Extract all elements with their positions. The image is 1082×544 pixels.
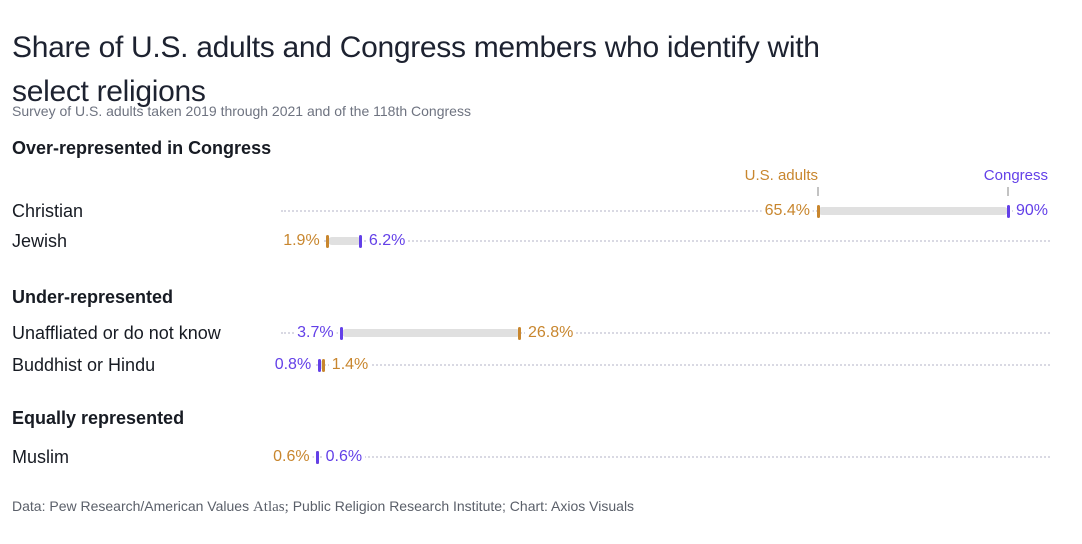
row-label: Unaffliated or do not know [12, 323, 221, 343]
us-adults-marker [518, 326, 522, 340]
congress-value-label: 3.7% [294, 324, 337, 342]
congress-marker [317, 358, 321, 372]
row-label: Jewish [12, 231, 68, 251]
us-adults-marker [816, 204, 820, 218]
us-adults-marker [322, 358, 326, 372]
chart-subtitle: Survey of U.S. adults taken 2019 through… [12, 103, 471, 119]
footer-text-1: Data: Pew Research/American Values [12, 498, 253, 514]
range-bar [319, 361, 324, 369]
footer-text-2: Public Religion Research Institute; Char… [288, 498, 635, 514]
congress-value-label: 6.2% [365, 232, 409, 250]
range-bar [818, 207, 1008, 215]
chart-title: Share of U.S. adults and Congress member… [12, 26, 820, 114]
us-adults-value-label: 26.8% [524, 324, 577, 342]
us-adults-marker [326, 234, 330, 248]
legend-us-adults-label: U.S. adults [744, 167, 818, 184]
us-adults-value-label: 1.9% [280, 232, 323, 250]
section-header: Under-represented [12, 287, 174, 307]
us-adults-value-label: 0.6% [270, 448, 313, 466]
section-header: Over-represented in Congress [12, 138, 272, 158]
congress-value-label: 90% [1013, 202, 1052, 220]
congress-marker [340, 326, 344, 340]
congress-legend-tick [1007, 187, 1009, 196]
range-bar [327, 237, 361, 245]
congress-marker [316, 450, 320, 464]
row-dotted-line [281, 364, 1050, 366]
row-dotted-line [281, 456, 1050, 458]
congress-value-label: 0.6% [322, 448, 366, 466]
us-adults-value-label: 65.4% [761, 202, 814, 220]
row-dotted-line [281, 210, 1050, 212]
congress-marker [359, 234, 363, 248]
footer-credit: Data: Pew Research/American Values Atlas… [12, 497, 634, 516]
range-bar [341, 329, 520, 337]
row-dotted-line [281, 240, 1050, 242]
section-header: Equally represented [12, 408, 185, 428]
row-label: Muslim [12, 447, 69, 467]
us-adults-legend-tick [817, 187, 820, 196]
footer-serif-text: Atlas; [252, 499, 289, 515]
congress-marker [1006, 204, 1010, 218]
row-label: Buddhist or Hindu [12, 355, 156, 375]
legend-congress-label: Congress [983, 167, 1048, 184]
congress-value-label: 0.8% [271, 356, 315, 374]
row-dotted-line [281, 332, 1050, 334]
chart-title-line-1: Share of U.S. adults and Congress member… [12, 31, 820, 65]
row-label: Christian [12, 201, 84, 221]
chart-title-line-2: select religions [12, 75, 206, 109]
us-adults-value-label: 1.4% [328, 356, 372, 374]
